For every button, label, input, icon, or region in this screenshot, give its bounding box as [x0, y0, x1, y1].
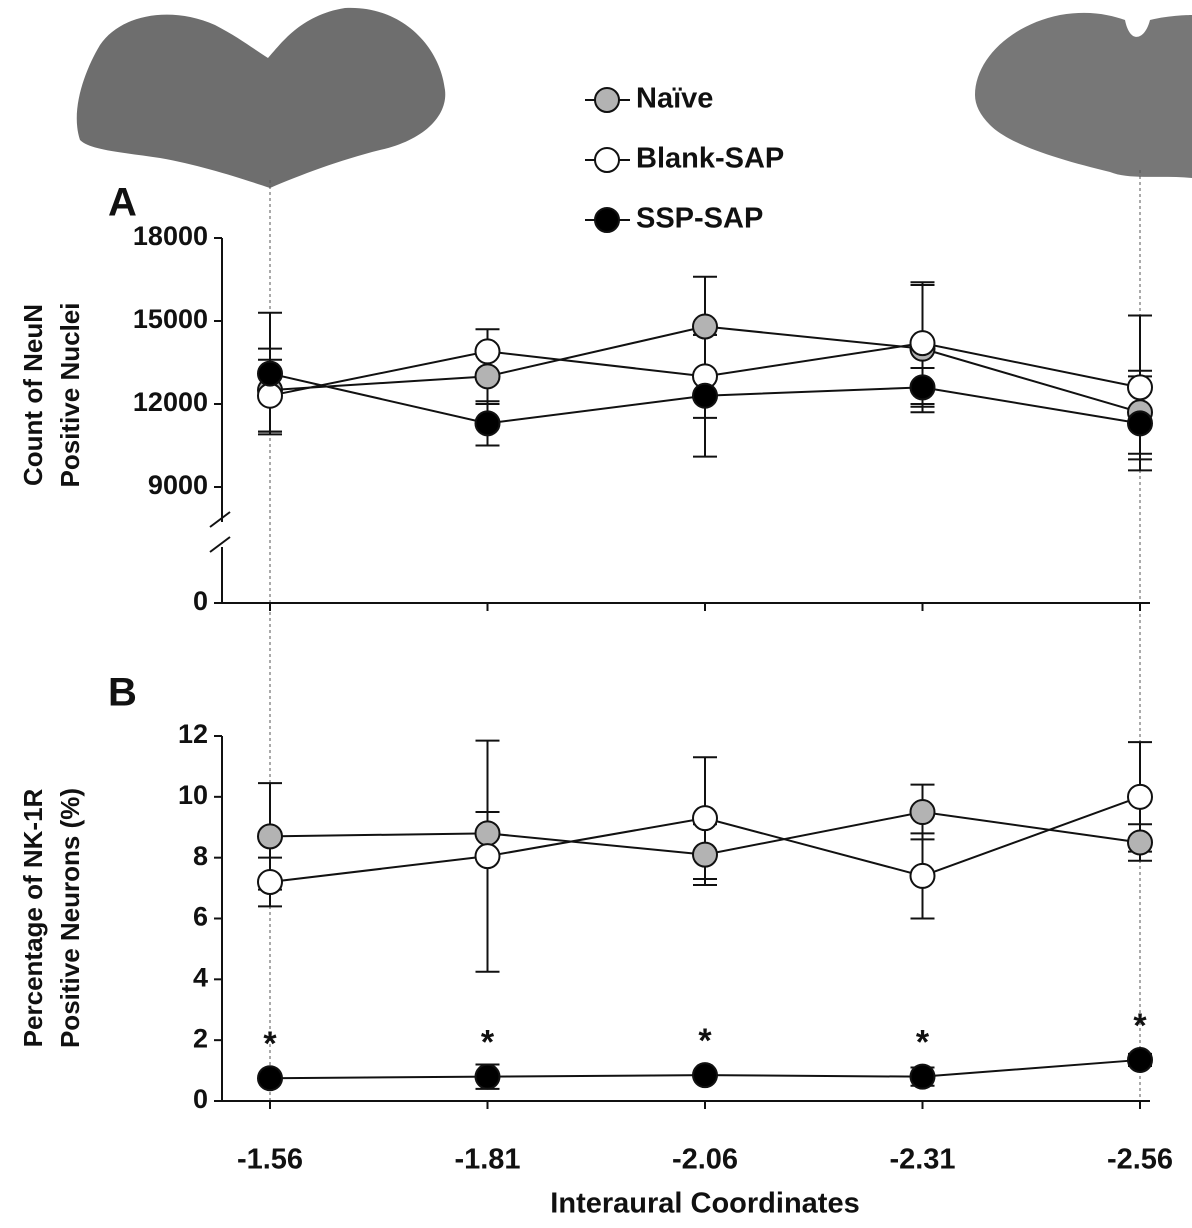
y-axis-label: Percentage of NK-1R	[18, 788, 48, 1047]
legend-label: Blank-SAP	[636, 143, 784, 175]
data-point	[693, 806, 717, 830]
annotation: *	[481, 1024, 495, 1062]
x-tick-label: -2.06	[672, 1144, 738, 1176]
data-point	[258, 870, 282, 894]
data-point	[911, 375, 935, 399]
y-tick-label: 15000	[133, 304, 208, 334]
axis-break	[210, 512, 230, 527]
data-point	[693, 1063, 717, 1087]
data-point	[258, 362, 282, 386]
data-point	[1128, 411, 1152, 435]
data-point	[1128, 375, 1152, 399]
legend-label: SSP-SAP	[636, 203, 763, 235]
data-point	[693, 315, 717, 339]
y-tick-label: 0	[193, 586, 208, 616]
annotation: *	[698, 1022, 712, 1060]
annotation: *	[916, 1024, 930, 1062]
data-point	[476, 364, 500, 388]
x-tick-label: -1.56	[237, 1144, 303, 1176]
legend-marker	[595, 208, 619, 232]
y-tick-label: 8	[193, 841, 208, 871]
x-tick-label: -2.31	[889, 1144, 955, 1176]
y-tick-label: 10	[178, 780, 208, 810]
data-point	[911, 331, 935, 355]
axis-break	[210, 537, 230, 552]
annotation: *	[1133, 1007, 1147, 1045]
x-tick-label: -2.56	[1107, 1144, 1173, 1176]
y-tick-label: 12	[178, 719, 208, 749]
data-point	[476, 1065, 500, 1089]
panel-label: A	[108, 181, 137, 225]
brain-image	[77, 8, 445, 188]
data-point	[693, 384, 717, 408]
data-point	[476, 844, 500, 868]
data-point	[1128, 830, 1152, 854]
annotation: *	[263, 1025, 277, 1063]
y-tick-label: 12000	[133, 387, 208, 417]
figure: 09000120001500018000ACount of NeuNPositi…	[0, 0, 1192, 1228]
data-point	[258, 1066, 282, 1090]
data-point	[911, 800, 935, 824]
data-point	[476, 821, 500, 845]
y-tick-label: 18000	[133, 221, 208, 251]
data-point	[693, 843, 717, 867]
panel-label: B	[108, 671, 137, 715]
legend-marker	[595, 88, 619, 112]
y-axis-label: Positive Neurons (%)	[55, 788, 85, 1048]
data-point	[258, 824, 282, 848]
y-axis-label: Positive Nuclei	[55, 303, 85, 488]
y-tick-label: 2	[193, 1023, 208, 1053]
data-point	[911, 1065, 935, 1089]
y-tick-label: 0	[193, 1084, 208, 1114]
data-point	[476, 411, 500, 435]
data-point	[476, 339, 500, 363]
legend-marker	[595, 148, 619, 172]
y-tick-label: 4	[193, 962, 208, 992]
data-point	[1128, 1048, 1152, 1072]
y-axis-label: Count of NeuN	[18, 304, 48, 486]
brain-image	[975, 13, 1192, 178]
data-point	[911, 864, 935, 888]
y-tick-label: 6	[193, 902, 208, 932]
y-tick-label: 9000	[148, 470, 208, 500]
data-point	[258, 384, 282, 408]
x-axis-label: Interaural Coordinates	[550, 1188, 859, 1220]
x-tick-label: -1.81	[454, 1144, 520, 1176]
legend-label: Naïve	[636, 83, 713, 115]
data-point	[1128, 785, 1152, 809]
